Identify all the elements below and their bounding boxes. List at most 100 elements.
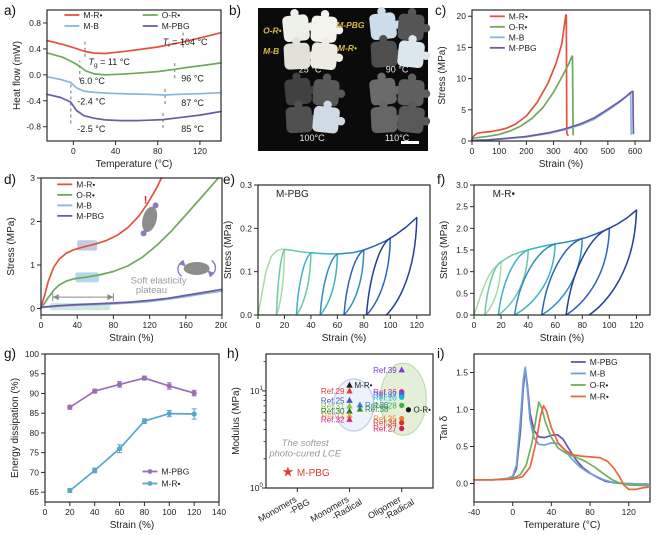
svg-text:Temperature (°C): Temperature (°C) bbox=[96, 159, 173, 170]
svg-text:0.5: 0.5 bbox=[456, 288, 468, 298]
svg-text:Ref.35: Ref.35 bbox=[373, 414, 397, 423]
panel-f-label: f) bbox=[437, 172, 446, 187]
panel-h: h) ★ M-PBG M-R• Ref.29 Ref.25 Ref.33 Ref.31 Ref… bbox=[226, 346, 438, 534]
svg-text:90: 90 bbox=[30, 388, 40, 398]
svg-text:100: 100 bbox=[602, 320, 616, 330]
panel-b-photo: 25 °C 90 °C 100°C 110°C O-R• M-B M-PBG M-R• bbox=[258, 7, 431, 151]
panel-g: g) 0 20 40 60 80 100 120 140 65 70 75 80 85 90 95 100 St… bbox=[3, 346, 227, 534]
svg-text:85: 85 bbox=[30, 408, 40, 418]
svg-text:1.5: 1.5 bbox=[456, 245, 468, 255]
svg-text:Monomers-PBG: Monomers-PBG bbox=[256, 489, 311, 532]
svg-text:300: 300 bbox=[546, 146, 560, 156]
svg-text:100: 100 bbox=[492, 146, 506, 156]
svg-text:O-R•: O-R• bbox=[162, 10, 181, 20]
panel-e: e) 0 20 40 60 80 100 120 0.0 0.1 0.2 0.3 Strain (%)… bbox=[222, 172, 436, 345]
svg-text:60: 60 bbox=[550, 320, 560, 330]
svg-text:Ref.33: Ref.33 bbox=[365, 401, 389, 410]
svg-text:Ref.29: Ref.29 bbox=[321, 387, 345, 396]
svg-text:0.0: 0.0 bbox=[456, 479, 468, 489]
svg-text:96 °C: 96 °C bbox=[181, 73, 204, 83]
svg-text:0.8: 0.8 bbox=[29, 18, 41, 28]
svg-text:25 °C: 25 °C bbox=[299, 64, 322, 74]
svg-text:M-R•: M-R• bbox=[76, 179, 95, 189]
svg-text:Ref.11: Ref.11 bbox=[322, 411, 346, 420]
svg-text:120: 120 bbox=[622, 507, 636, 517]
svg-text:Ref.37: Ref.37 bbox=[373, 390, 397, 399]
svg-text:80: 80 bbox=[30, 428, 40, 438]
svg-text:Ref.30: Ref.30 bbox=[321, 407, 345, 416]
svg-text:80: 80 bbox=[153, 146, 163, 156]
svg-text:1.0: 1.0 bbox=[456, 405, 468, 415]
svg-text:110°C: 110°C bbox=[385, 133, 410, 143]
svg-text:600: 600 bbox=[628, 146, 642, 156]
svg-text:87 °C: 87 °C bbox=[181, 98, 204, 108]
svg-text:Stress (MPa): Stress (MPa) bbox=[439, 221, 450, 279]
svg-text:Stress (MPa): Stress (MPa) bbox=[437, 46, 448, 104]
svg-text:M-B: M-B bbox=[83, 21, 99, 31]
svg-text:65: 65 bbox=[30, 487, 40, 497]
svg-text:100: 100 bbox=[162, 507, 176, 517]
svg-text:80: 80 bbox=[578, 320, 588, 330]
svg-text:0: 0 bbox=[472, 320, 477, 330]
svg-text:The softest: The softest bbox=[282, 438, 329, 449]
svg-text:O-R•: O-R• bbox=[509, 22, 528, 32]
svg-text:10: 10 bbox=[457, 74, 467, 84]
svg-text:-0.8: -0.8 bbox=[26, 122, 41, 132]
svg-text:0: 0 bbox=[39, 320, 44, 330]
svg-text:Oligomer-Radical: Oligomer-Radical bbox=[366, 489, 416, 529]
svg-text:M-R•: M-R• bbox=[509, 11, 528, 21]
panel-a-label: a) bbox=[4, 3, 17, 18]
svg-text:M-PBG: M-PBG bbox=[509, 43, 537, 53]
svg-text:6.0 °C: 6.0 °C bbox=[80, 76, 106, 86]
svg-text:80: 80 bbox=[585, 507, 595, 517]
svg-text:!: ! bbox=[144, 194, 148, 206]
svg-text:140: 140 bbox=[212, 507, 226, 517]
svg-text:M-PBG: M-PBG bbox=[590, 357, 618, 367]
svg-text:M-B: M-B bbox=[76, 200, 92, 210]
svg-text:120: 120 bbox=[187, 507, 201, 517]
svg-text:0.1: 0.1 bbox=[240, 267, 252, 277]
svg-text:20: 20 bbox=[65, 507, 75, 517]
svg-text:O-R•: O-R• bbox=[263, 26, 282, 36]
panel-h-label: h) bbox=[227, 346, 240, 361]
svg-text:80: 80 bbox=[109, 320, 119, 330]
panel-c-chart: 0 100 200 300 400 500 600 0 5 10 15 20 Strain (%) Str… bbox=[437, 9, 651, 170]
svg-text:0: 0 bbox=[461, 136, 466, 146]
svg-text:M-R•: M-R• bbox=[161, 478, 180, 488]
svg-text:20: 20 bbox=[457, 11, 467, 21]
svg-text:M-PBG: M-PBG bbox=[161, 466, 189, 476]
svg-text:photo-cured LCE: photo-cured LCE bbox=[268, 449, 341, 460]
svg-text:85 °C: 85 °C bbox=[181, 124, 204, 134]
svg-text:1.0: 1.0 bbox=[456, 267, 468, 277]
svg-text:Stress (MPa): Stress (MPa) bbox=[223, 221, 234, 279]
svg-text:0: 0 bbox=[71, 146, 76, 156]
panel-f: f) 0 20 40 60 80 100 120 0.0 0.5 1.0 1.5 2.0 2.5 3.0 S… bbox=[436, 172, 658, 345]
svg-text:M-PBG: M-PBG bbox=[336, 20, 365, 30]
svg-text:-40: -40 bbox=[468, 507, 481, 517]
svg-text:0: 0 bbox=[470, 146, 475, 156]
panel-g-label: g) bbox=[4, 346, 17, 361]
svg-text:20: 20 bbox=[280, 320, 290, 330]
svg-text:Modulus (MPa): Modulus (MPa) bbox=[231, 387, 242, 455]
svg-text:120: 120 bbox=[143, 320, 157, 330]
svg-text:100: 100 bbox=[250, 483, 263, 493]
svg-text:3.0: 3.0 bbox=[456, 180, 468, 190]
svg-text:★: ★ bbox=[282, 463, 295, 479]
svg-text:Ref.27: Ref.27 bbox=[373, 425, 397, 434]
svg-text:2: 2 bbox=[30, 216, 35, 226]
svg-text:O-R•: O-R• bbox=[76, 190, 95, 200]
svg-text:101: 101 bbox=[250, 386, 263, 396]
svg-text:0.3: 0.3 bbox=[240, 180, 252, 190]
svg-text:200: 200 bbox=[519, 146, 533, 156]
svg-text:Ref.38: Ref.38 bbox=[365, 405, 389, 414]
panel-a: a) 0 40 80 120 0.8 0.4 0.0 -0.4 -0.8 Temperature … bbox=[3, 3, 227, 171]
svg-text:M-R•: M-R• bbox=[338, 43, 357, 53]
svg-text:160: 160 bbox=[179, 320, 193, 330]
svg-text:M-R•: M-R• bbox=[83, 10, 102, 20]
svg-text:M-R•: M-R• bbox=[590, 391, 609, 401]
svg-text:0: 0 bbox=[256, 320, 261, 330]
svg-text:0.4: 0.4 bbox=[29, 44, 41, 54]
svg-text:Strain (%): Strain (%) bbox=[110, 520, 154, 531]
